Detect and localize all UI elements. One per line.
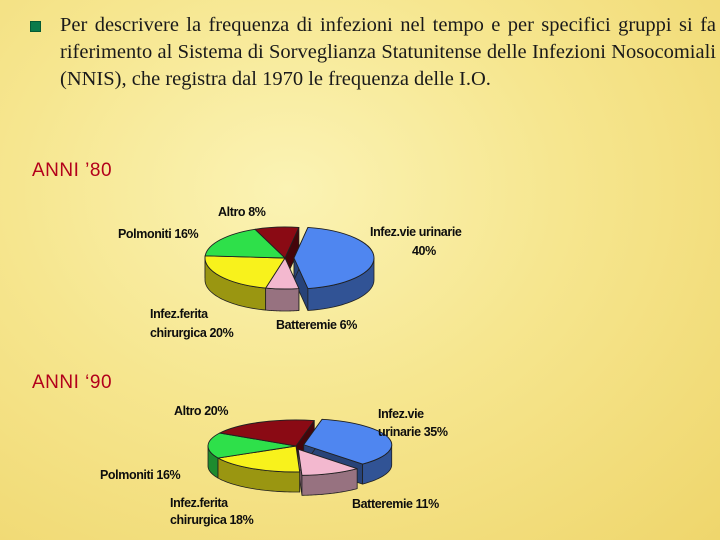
pie-label-wound: Infez.ferita chirurgica 18% [170,496,254,527]
bullet-square-icon [30,21,41,32]
pie-slice-other [219,419,315,447]
pie-label-pneumonia: Polmoniti 16% [118,227,199,241]
pie-label-wound: Infez.ferita chirurgica 20% [150,307,234,340]
pie-label-other: Altro 8% [218,205,266,219]
pie-slice-other [254,226,300,259]
pie-label-pneumonia: Polmoniti 16% [100,468,181,482]
pie-label-bacteremia: Batteremie 11% [352,497,439,511]
pie-label-other: Altro 20% [174,404,228,418]
section-title-80s: ANNI ’80 [32,160,113,181]
pie-slice-wound [204,255,286,289]
pie-slice-pneumonia [204,228,286,259]
section-title-90s: ANNI ‘90 [32,372,113,393]
pie-label-urinary: Infez.vie urinarie 40% [370,225,462,258]
pie-slice-urinary [293,227,375,289]
pie-slice-pneumonia [207,432,297,459]
pie-label-bacteremia: Batteremie 6% [276,318,357,332]
intro-text: Per descrivere la frequenza di infezioni… [60,14,716,90]
pie-label-urinary: Infez.vie urinarie 35% [378,407,448,439]
pie-slice-urinary [303,418,393,465]
pie-slice-bacteremia [297,448,358,476]
pie-slice-wound [217,445,301,473]
